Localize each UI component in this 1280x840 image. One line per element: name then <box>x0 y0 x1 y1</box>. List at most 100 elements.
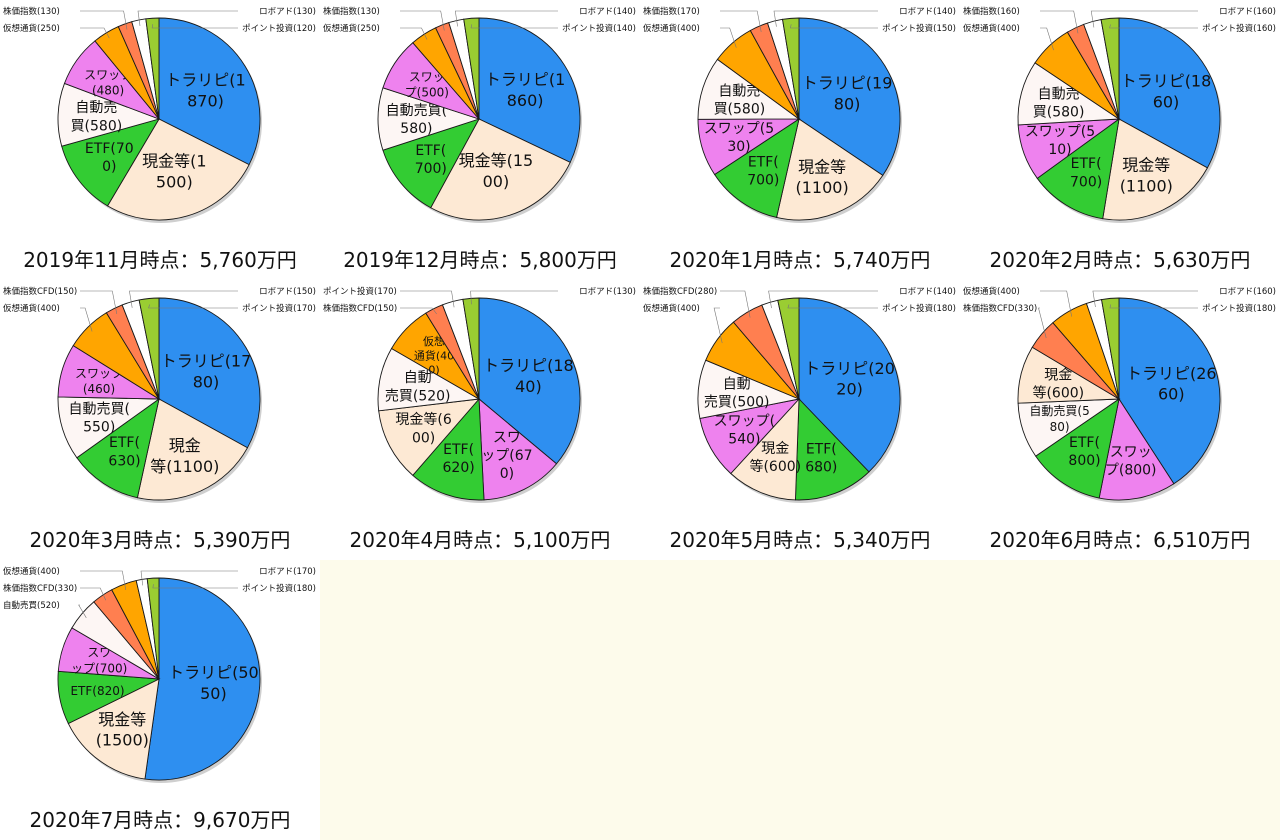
pie-slice <box>412 397 485 501</box>
slice-label: 80) <box>834 94 861 113</box>
slice-label: 700) <box>747 173 779 189</box>
slice-label: 仮想 <box>423 334 445 348</box>
slice-label: 40) <box>515 377 542 396</box>
slice-callout-label: ポイント投資(180) <box>242 583 316 594</box>
pie-panel: トラリピ(19 80) 現金等 (1100) ETF(700) スワップ(5 30) 自動売買… <box>640 0 960 280</box>
callout-leader-line <box>1040 27 1054 51</box>
chart-caption: 2020年5月時点：5,340万円 <box>669 528 931 552</box>
slice-label: 10) <box>1048 142 1071 158</box>
pie-slice <box>463 17 480 120</box>
slice-label: (1100) <box>1120 176 1173 195</box>
callout-leader-line <box>80 307 93 332</box>
slice-label: 800) <box>1068 453 1100 469</box>
slice-label: (1500) <box>96 731 149 750</box>
slice-label: 現金 <box>761 441 789 457</box>
slice-label: 50) <box>200 684 227 703</box>
callout-leader-line <box>768 290 878 309</box>
slice-callout-label: ロボアド(140) <box>579 7 636 17</box>
callout-leader-line <box>787 304 878 309</box>
pie-slice <box>158 17 261 166</box>
callout-leader-line <box>470 24 558 29</box>
pie-slice <box>478 297 581 465</box>
slice-label: ETF( <box>109 435 140 451</box>
slice-label: 680) <box>805 460 837 476</box>
pie-slice <box>798 297 901 473</box>
pie-slice <box>76 397 160 499</box>
callout-leader-line <box>78 604 87 618</box>
pie-chart: トラリピ(26 60) スワップ(800) ETF(800) 自動売買(5 80) 現金等(… <box>963 286 1276 503</box>
slice-label: 870) <box>187 92 224 111</box>
slice-label: スワップ <box>75 367 123 381</box>
slice-label: 20) <box>836 380 863 399</box>
slice-label: 550) <box>83 420 115 436</box>
slice-callout-label: ロボアド(160) <box>1219 7 1276 17</box>
slice-label: 現金等 <box>98 710 146 729</box>
slice-label: (460) <box>83 382 115 396</box>
slice-label: 等(600) <box>749 458 801 475</box>
slice-label: 500) <box>156 172 193 191</box>
callout-leader-line <box>80 27 110 39</box>
slice-callout-label: ポイント投資(150) <box>882 23 956 34</box>
slice-label: ETF( <box>748 154 779 170</box>
chart-caption: 2020年3月時点：5,390万円 <box>29 528 291 552</box>
slice-label: 700) <box>415 161 447 177</box>
callout-leader-line <box>1040 290 1072 317</box>
slice-label: ETF( <box>415 143 446 159</box>
slice-label: 売買(520) <box>385 388 451 404</box>
callout-leader-line <box>773 10 878 27</box>
slice-label: ETF( <box>806 441 837 457</box>
slice-label: トラリピ(18 <box>1121 72 1212 91</box>
slice-label: ETF(820) <box>70 684 124 698</box>
slice-label: ETF( <box>443 442 474 458</box>
slice-callout-label: 株価指数(170) <box>643 6 700 17</box>
slice-callout-label: 株価指数CFD(150) <box>3 286 77 297</box>
slice-callout-label: ロボアド(150) <box>259 287 316 297</box>
pie-slice <box>61 118 160 207</box>
pie-panel: トラリピ(18 40) スワ ップ(67 0) ETF(620) 現金等(6 00) 自動 売買(… <box>320 280 640 560</box>
slice-callout-label: ポイント投資(180) <box>1202 303 1276 314</box>
slice-label: ETF( <box>1071 156 1102 172</box>
callout-leader-line <box>80 10 128 30</box>
callout-leader-line <box>720 27 737 48</box>
slice-label: 自動売 <box>1038 86 1080 102</box>
callout-leader-line <box>400 307 437 315</box>
pie-slice <box>782 17 800 120</box>
pie-panel: トラリピ(20 20) ETF(680) 現金 等(600) スワップ(540) 自動 売買(… <box>640 280 960 560</box>
callout-leader-line <box>720 290 751 318</box>
slice-label: 現金等 <box>798 157 846 176</box>
slice-label: (480) <box>92 84 124 98</box>
slice-callout-label: 株価指数(130) <box>323 6 380 17</box>
pie-chart: トラリピ(20 20) ETF(680) 現金等(600) スワップ(540) 自動売買(… <box>643 286 956 503</box>
callout-leader-line <box>148 304 238 309</box>
slice-callout-label: 仮想通貨(250) <box>323 23 380 34</box>
chart-caption: 2020年6月時点：6,510万円 <box>989 528 1251 552</box>
callout-leader-line <box>80 570 127 591</box>
pie-slice <box>1118 17 1221 169</box>
callout-leader-line <box>1040 10 1079 34</box>
chart-caption: 2019年11月時点：5,760万円 <box>23 248 297 272</box>
callout-leader-line <box>1090 10 1198 28</box>
callout-leader-line <box>80 587 107 601</box>
slice-callout-label: 仮想通貨(400) <box>963 23 1020 34</box>
slice-label: 通貨(40 <box>414 348 454 362</box>
pie-slice <box>378 398 481 476</box>
slice-callout-label: 仮想通貨(400) <box>643 23 700 34</box>
pie-chart: トラリピ(1 860) 現金等(15 00) ETF(700) 自動売買(580) スワップ… <box>323 6 636 223</box>
slice-label: トラリピ(26 <box>1126 364 1217 383</box>
callout-leader-line <box>1092 290 1198 308</box>
pie-slice <box>67 678 160 780</box>
pie-slice <box>146 577 160 680</box>
pie-slice <box>145 17 160 120</box>
slice-label: トラリピ(17 <box>161 352 252 371</box>
callout-leader-line <box>137 10 238 26</box>
slice-label: 現金等(15 <box>459 151 534 170</box>
slice-callout-label: ポイント投資(140) <box>562 23 636 34</box>
slice-label: 60) <box>1153 92 1180 111</box>
slice-callout-label: ロボアド(140) <box>899 287 956 297</box>
callout-leader-line <box>1038 307 1047 339</box>
pie-chart: トラリピ(1870)現金等(1500)ETF(700)自動売買(580)スワップ… <box>3 6 316 223</box>
slice-label: ップ(67 <box>481 448 532 464</box>
pie-panel: トラリピ(26 60) スワッ プ(800) ETF(800) 自動売買(5 80) 現金 等(… <box>960 280 1280 560</box>
slice-callout-label: ポイント投資(160) <box>1202 23 1276 34</box>
pie-slice <box>730 397 800 501</box>
